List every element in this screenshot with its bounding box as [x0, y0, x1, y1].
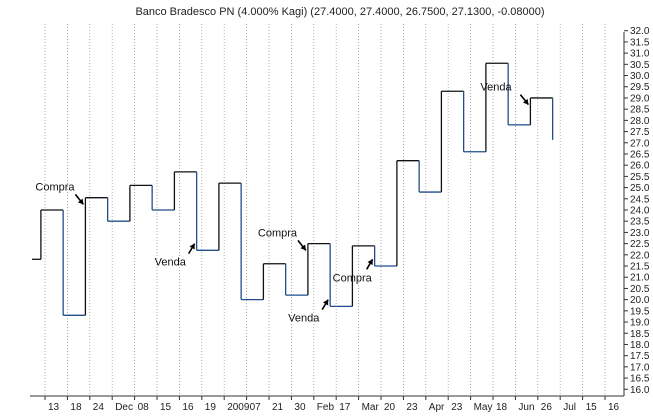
- x-tick-label-16: 23: [406, 402, 418, 413]
- y-tick-label-13: 22.5: [630, 239, 650, 250]
- x-tick-label-13: 17: [339, 402, 351, 413]
- y-tick-label-0: 16.0: [630, 385, 650, 396]
- y-tick-label-3: 17.5: [630, 351, 650, 362]
- y-tick-label-10: 21.0: [630, 273, 650, 284]
- x-tick-label-24: 15: [586, 402, 598, 413]
- y-tick-label-21: 26.5: [630, 149, 650, 160]
- y-tick-label-19: 25.5: [630, 172, 650, 183]
- y-tick-label-31: 31.5: [630, 37, 650, 48]
- x-tick-label-20: 18: [496, 402, 508, 413]
- x-tick-label-7: 19: [205, 402, 217, 413]
- y-tick-label-23: 27.5: [630, 127, 650, 138]
- x-tick-label-21: Jun: [518, 402, 534, 413]
- x-tick-label-0: 13: [48, 402, 60, 413]
- x-tick-label-9: 07: [250, 402, 262, 413]
- x-axis: 13 18 24 Dec 08 15 16 19 2009 07 21 30 Feb 17 Mar 20 23 A…: [30, 395, 624, 413]
- annotation-arrowhead-3: [323, 299, 329, 306]
- y-tick-label-29: 30.5: [630, 60, 650, 71]
- annotation-arrowhead-2: [300, 244, 306, 251]
- x-tick-label-19: May: [474, 402, 493, 413]
- y-tick-label-25: 28.5: [630, 105, 650, 116]
- x-tick-label-8: 2009: [227, 402, 250, 413]
- x-tick-label-6: 16: [182, 402, 194, 413]
- x-tick-label-22: 26: [541, 402, 553, 413]
- y-tick-label-9: 20.5: [630, 284, 650, 295]
- y-tick-label-28: 30.0: [630, 71, 650, 82]
- chart-title: Banco Bradesco PN (4.000% Kagi) (27.4000…: [135, 6, 544, 18]
- annotation-arrowhead-4: [367, 259, 373, 266]
- x-tick-label-15: 20: [384, 402, 396, 413]
- x-tick-label-5: 15: [160, 402, 172, 413]
- y-tick-label-16: 24.0: [630, 206, 650, 217]
- y-tick-label-20: 26.0: [630, 161, 650, 172]
- y-tick-label-14: 23.0: [630, 228, 650, 239]
- y-tick-label-24: 28.0: [630, 116, 650, 127]
- annotation-label-1: Venda: [155, 257, 187, 269]
- x-tick-label-2: 24: [93, 402, 105, 413]
- kagi-series: [32, 62, 554, 316]
- annotations: Compra Venda Compra Venda Compra Venda: [35, 82, 530, 325]
- y-tick-label-32: 32.0: [630, 26, 650, 37]
- y-tick-label-5: 18.5: [630, 329, 650, 340]
- y-tick-label-26: 29.0: [630, 93, 650, 104]
- annotation-label-5: Venda: [480, 82, 512, 94]
- x-tick-label-10: 21: [272, 402, 284, 413]
- x-tick-label-25: 16: [608, 402, 620, 413]
- y-tick-label-11: 21.5: [630, 262, 650, 273]
- y-tick-label-30: 31.0: [630, 49, 650, 60]
- grid: [44, 24, 606, 396]
- x-tick-label-4: 08: [138, 402, 150, 413]
- annotation-arrowhead-5: [522, 98, 529, 105]
- annotation-label-3: Venda: [288, 313, 320, 325]
- annotation-label-4: Compra: [333, 272, 373, 284]
- x-tick-label-18: 23: [451, 402, 463, 413]
- y-tick-label-8: 20.0: [630, 295, 650, 306]
- y-tick-label-27: 29.5: [630, 82, 650, 93]
- x-tick-label-12: Feb: [317, 402, 335, 413]
- annotation-arrowhead-1: [189, 243, 195, 250]
- x-tick-label-17: Apr: [429, 402, 445, 413]
- y-tick-label-4: 18.0: [630, 340, 650, 351]
- y-axis: 16.016.517.017.518.018.519.019.520.020.5…: [623, 26, 650, 396]
- annotation-label-0: Compra: [35, 181, 75, 193]
- x-tick-label-11: 30: [294, 402, 306, 413]
- y-tick-label-7: 19.5: [630, 306, 650, 317]
- y-tick-label-12: 22.0: [630, 250, 650, 261]
- x-tick-label-1: 18: [70, 402, 82, 413]
- x-tick-label-3: Dec: [115, 402, 133, 413]
- x-tick-label-14: Mar: [362, 402, 380, 413]
- annotation-label-2: Compra: [258, 227, 298, 239]
- y-tick-label-18: 25.0: [630, 183, 650, 194]
- x-tick-label-23: Jul: [563, 402, 576, 413]
- y-tick-label-2: 17.0: [630, 362, 650, 373]
- y-tick-label-1: 16.5: [630, 374, 650, 385]
- y-tick-label-15: 23.5: [630, 217, 650, 228]
- y-tick-label-22: 27.0: [630, 138, 650, 149]
- y-tick-label-6: 19.0: [630, 318, 650, 329]
- annotation-arrowhead-0: [77, 198, 84, 205]
- y-tick-label-17: 24.5: [630, 194, 650, 205]
